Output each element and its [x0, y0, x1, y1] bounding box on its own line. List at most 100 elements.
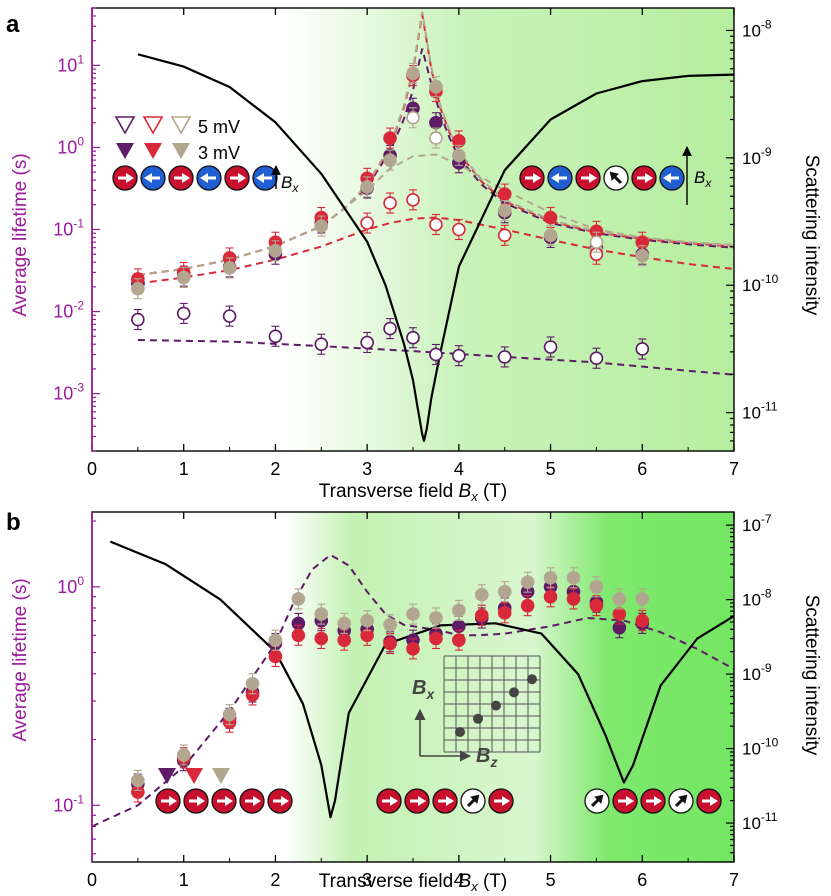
panel-a-fit-curves	[137, 11, 735, 376]
panel-b-y-ticks: 10-1 100	[53, 512, 100, 862]
y-tick-right-label: 10-7	[742, 512, 772, 535]
data-point	[268, 329, 283, 344]
fit-curve	[91, 553, 735, 828]
spin-site	[631, 165, 657, 191]
panel-b-xlabel: Transverse field Bx (T)	[319, 871, 507, 894]
data-point	[612, 607, 627, 621]
data-point	[429, 631, 443, 646]
spin-site	[112, 165, 138, 191]
y-tick-right-label: 10-9	[742, 145, 772, 168]
spin-site	[519, 165, 545, 191]
data-point	[268, 649, 283, 664]
panel-b-ylabel-right: Scattering intensity	[801, 595, 822, 756]
data-point	[589, 351, 604, 366]
legend-filled-red-triangle	[144, 143, 162, 159]
data-point	[360, 216, 374, 230]
panel-a-x-ticks: 0 1 2 3 4 5 6 7	[87, 8, 739, 479]
panel-b-legend-purple-triangle	[158, 768, 176, 784]
data-point	[176, 748, 191, 762]
scattering-intensity-line	[137, 53, 735, 442]
data-point	[222, 707, 237, 722]
data-point	[635, 613, 650, 628]
data-point	[383, 636, 397, 651]
data-point	[566, 592, 581, 606]
data-point	[383, 618, 397, 632]
spin-site	[239, 788, 265, 814]
x-tick-label: 4	[454, 459, 464, 479]
spin-site	[267, 788, 293, 814]
panel-a-ylabel: Average lifetime (s)	[10, 153, 31, 316]
data-point	[543, 228, 558, 243]
data-point	[452, 222, 466, 237]
spin-site	[659, 165, 685, 191]
legend-filled-tan-triangle	[172, 143, 190, 159]
panel-a-xlabel: Transverse field Bx (T)	[319, 481, 507, 504]
data-point	[131, 281, 145, 296]
panel-a-scattering-curve	[137, 53, 735, 442]
data-point	[222, 309, 237, 323]
data-point	[222, 261, 237, 275]
x-tick-label: 5	[546, 870, 556, 890]
data-point	[497, 203, 512, 218]
data-point	[383, 131, 397, 145]
fit-curve	[137, 14, 735, 276]
panel-a-field-label-left: Bx	[281, 173, 299, 195]
panel-b-spin-chain-one-tilted	[376, 788, 514, 814]
y-tick-right-label: 10-8	[742, 587, 772, 610]
data-point	[406, 607, 420, 621]
spin-site	[252, 165, 278, 191]
data-point	[497, 584, 512, 599]
data-point	[520, 575, 535, 589]
data-point	[131, 773, 145, 788]
data-point	[474, 587, 489, 602]
x-tick-label: 3	[362, 870, 372, 890]
y-tick-label: 100	[57, 574, 84, 597]
data-point	[314, 607, 329, 621]
panel-a-ylabel-right: Scattering intensity	[801, 155, 822, 316]
spin-site	[547, 165, 573, 191]
fit-curve	[137, 11, 735, 276]
panel-b-ylabel: Average lifetime (s)	[10, 578, 31, 741]
data-point	[406, 330, 420, 345]
data-point	[314, 337, 329, 352]
panel-a-label: a	[6, 11, 20, 38]
data-point	[176, 306, 191, 321]
x-tick-label: 0	[87, 459, 97, 479]
data-point	[635, 592, 650, 606]
data-point	[429, 611, 443, 625]
data-point	[543, 340, 558, 354]
x-tick-label: 1	[179, 459, 189, 479]
lattice-atoms	[455, 674, 537, 737]
data-point	[543, 570, 558, 585]
lattice-atom	[527, 674, 537, 685]
panel-a-data-points	[131, 62, 650, 369]
data-point	[314, 219, 329, 233]
y-tick-label: 10-2	[53, 299, 84, 322]
x-tick-label: 6	[637, 870, 647, 890]
y-tick-label: 101	[57, 52, 84, 75]
x-tick-label: 7	[729, 459, 739, 479]
data-point	[452, 633, 466, 647]
panel-b-y-ticks-right: 10-11 10-10 10-9 10-8 10-7	[726, 512, 779, 863]
lattice-atom	[509, 687, 519, 698]
y-tick-label: 100	[57, 134, 84, 157]
data-point	[383, 321, 397, 336]
x-tick-label: 1	[179, 870, 189, 890]
data-point	[131, 312, 145, 327]
spin-site	[668, 788, 694, 814]
data-point	[452, 348, 466, 363]
spin-site	[432, 788, 458, 814]
data-point	[245, 676, 260, 691]
data-point	[497, 228, 512, 243]
data-point	[406, 110, 420, 125]
data-point	[543, 210, 558, 225]
legend-open-label: 5 mV	[198, 117, 240, 137]
panel-b-fit-curves	[91, 553, 735, 828]
y-tick-right-label: 10-8	[742, 17, 772, 40]
data-point	[406, 66, 420, 81]
data-point	[383, 196, 397, 210]
data-point	[566, 570, 581, 585]
spin-site	[211, 788, 237, 814]
spin-site	[376, 788, 402, 814]
